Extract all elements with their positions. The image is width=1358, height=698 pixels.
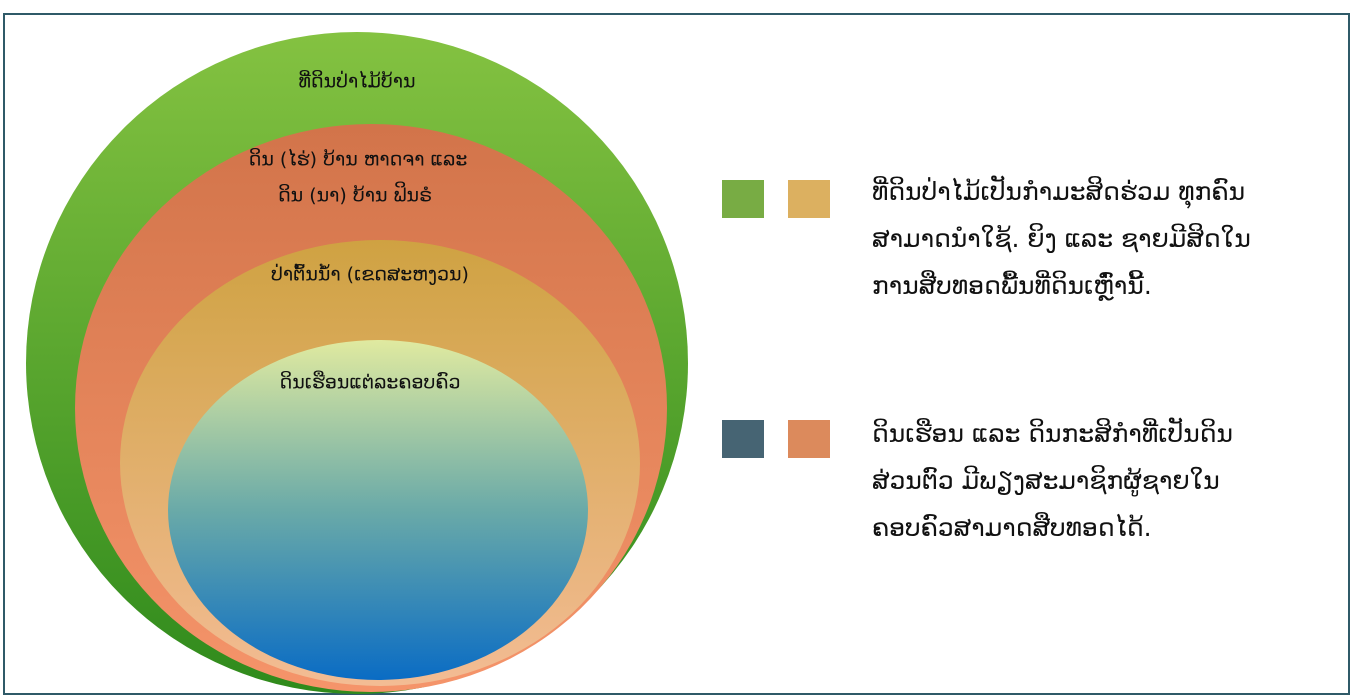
circle-label: ດິນເຮືອນແຕ່ລະຄອບຄົວ: [280, 369, 461, 393]
circle-label: ປ່າຕົ້ນນ້ຳ (ເຂດສະຫງວນ): [271, 262, 469, 285]
circle-household: [168, 340, 588, 680]
legend-text: ສາມາດນຳໃຊ້. ຍິງ ແລະ ຊາຍມີສິດໃນ: [872, 223, 1251, 253]
circle-label: ທີ່ດິນປ່າໄມ້ບ້ານ: [298, 68, 415, 92]
legend-swatch: [788, 420, 830, 458]
legend-text: ທີ່ດິນປ່າໄມ້ເປັນກຳມະສິດຮ່ວມ ທຸກຄົນ: [872, 174, 1245, 209]
legend-text: ຄອບຄົວສາມາດສືບທອດໄດ້.: [872, 512, 1152, 542]
legend-swatch: [788, 180, 830, 218]
legend-swatch: [722, 420, 764, 458]
legend-text: ສ່ວນຕົວ ມີພຽງສະມາຊິກຜູ້ຊາຍໃນ: [872, 466, 1220, 497]
legend-text: ດິນເຮືອນ ແລະ ດິນກະສິກຳທີ່ເປັນດິນ: [872, 416, 1233, 448]
circle-label: ດິນ (ໄຮ່) ບ້ານ ຫາດຈາ ແລະ: [249, 146, 468, 170]
circle-label: ດິນ (ນາ) ບ້ານ ຟິນຣໍ: [278, 180, 432, 207]
legend-swatch: [722, 180, 764, 218]
legend-text: ການສືບທອດພື້ນທີ່ດິນເຫຼົ່ານີ້.: [872, 270, 1152, 301]
frame: [3, 13, 1350, 695]
